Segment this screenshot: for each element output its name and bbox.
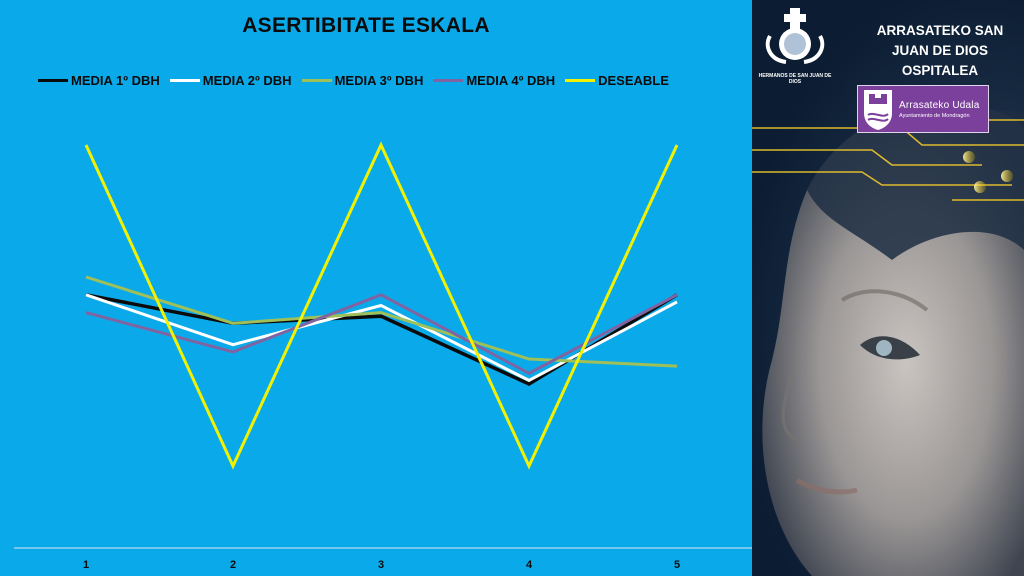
legend-label-2: MEDIA 2º DBH: [202, 73, 292, 88]
legend-swatch-5: [565, 79, 596, 82]
x-tick-label-4: 4: [526, 559, 533, 571]
legend-label-1: MEDIA 1º DBH: [71, 73, 160, 88]
legend-label-4: MEDIA 4º DBH: [466, 73, 556, 88]
legend-item-5: DESEABLE: [565, 73, 669, 88]
x-tick-label-1: 1: [83, 559, 89, 571]
hospital-name-line-3: OSPITALEA: [901, 63, 979, 78]
legend-swatch-3: [301, 79, 332, 82]
legend-item-2: MEDIA 2º DBH: [169, 73, 292, 88]
x-tick-label-5: 5: [674, 559, 680, 571]
san-juan-de-dios-logo: HERMANOS DE SAN JUAN DE DIOS: [758, 6, 832, 85]
udala-text: Arrasateko Udala Ayuntamiento de Mondrag…: [899, 100, 979, 119]
series-line-4: [85, 293, 678, 375]
legend-item-3: MEDIA 3º DBH: [301, 73, 424, 88]
legend-swatch-2: [169, 79, 200, 82]
line-chart: 1 2 3 4 5: [14, 141, 752, 571]
side-panel: HERMANOS DE SAN JUAN DE DIOS ARRASATEKO …: [752, 0, 1024, 576]
chart-title: ASERTIBITATE ESKALA: [242, 14, 490, 37]
hospital-name-line-2: JUAN DE DIOS: [891, 43, 989, 58]
legend-swatch-4: [433, 79, 464, 82]
legend-item-4: MEDIA 4º DBH: [433, 73, 555, 88]
x-tick-label-3: 3: [378, 559, 384, 571]
x-tick-label-2: 2: [230, 559, 236, 571]
hospital-name-line-1: ARRASATEKO SAN: [876, 23, 1004, 38]
udala-emblem-icon: [864, 90, 892, 130]
chart-legend: MEDIA 1º DBH MEDIA 2º DBH MEDIA 3º DBH MEDI…: [38, 73, 669, 88]
legend-label-5: DESEABLE: [598, 73, 669, 88]
legend-item-1: MEDIA 1º DBH: [38, 73, 160, 88]
series-line-5: [84, 141, 679, 470]
ai-face-illustration: [752, 103, 1024, 576]
udala-subtitle: Ayuntamiento de Mondragón: [899, 112, 970, 119]
hospital-name: ARRASATEKO SAN JUAN DE DIOS OSPITALEA: [860, 21, 1020, 81]
legend-swatch-1: [38, 79, 68, 82]
udala-title: Arrasateko Udala: [899, 99, 980, 111]
legend-label-3: MEDIA 3º DBH: [334, 73, 424, 88]
series-line-3: [85, 275, 678, 368]
arrasate-udala-badge: Arrasateko Udala Ayuntamiento de Mondrag…: [857, 85, 989, 133]
series-line-2: [85, 293, 678, 383]
logo-caption: HERMANOS DE SAN JUAN DE DIOS: [758, 73, 832, 85]
